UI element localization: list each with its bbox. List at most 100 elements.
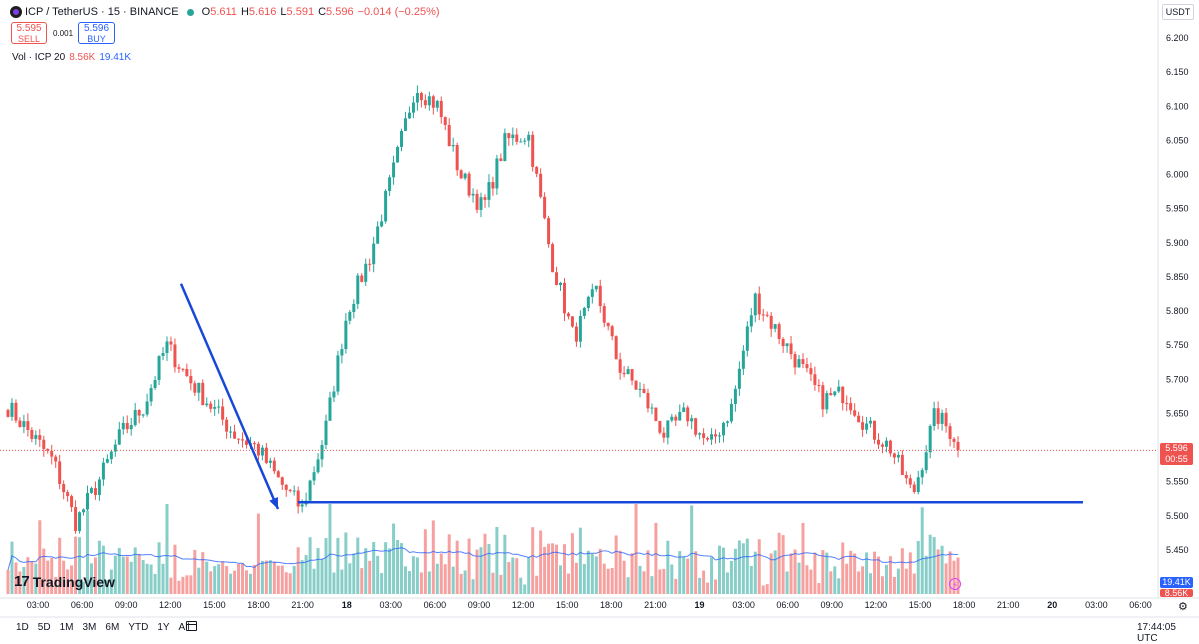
x-tick-label: 21:00	[644, 600, 667, 610]
volume-bar	[817, 583, 821, 594]
candle-body	[829, 393, 833, 396]
candle-body	[121, 422, 125, 430]
volume-bar	[388, 548, 392, 594]
range-button-all[interactable]: All	[178, 622, 190, 633]
candle-body	[666, 420, 670, 438]
y-tick-label: 5.800	[1166, 306, 1189, 316]
candle-body	[547, 218, 551, 245]
volume-bar	[62, 560, 66, 594]
candle-body	[555, 272, 559, 285]
volume-bar	[58, 537, 62, 594]
candle-body	[463, 173, 467, 179]
y-tick-label: 6.100	[1166, 101, 1189, 111]
volume-bar	[356, 537, 360, 594]
calendar-icon[interactable]	[186, 621, 197, 631]
ohlc-high: H5.616	[240, 6, 277, 18]
candle-body	[109, 451, 113, 460]
candle-body	[932, 408, 936, 427]
x-axis: 03:00 06:00 09:00 12:00 15:00 18:00 21:00 18 03:…	[27, 600, 1152, 610]
volume-bar	[574, 562, 578, 594]
range-button-1m[interactable]: 1M	[59, 622, 74, 633]
volume-bar	[133, 547, 137, 594]
volume-bar	[877, 556, 881, 594]
candle-body	[427, 96, 431, 106]
range-button-5d[interactable]: 5D	[37, 622, 51, 633]
candle-body	[396, 146, 400, 163]
volume-bar	[499, 574, 503, 594]
candle-body	[455, 144, 459, 171]
candle-body	[105, 459, 109, 463]
volume-legend[interactable]: Vol · ICP 20 8.56K 19.41K	[12, 52, 131, 63]
candle-body	[272, 460, 276, 472]
candle-body	[153, 379, 157, 389]
candle-body	[117, 429, 121, 445]
volume-bar	[702, 570, 706, 594]
volume-bar	[411, 556, 415, 594]
buy-label: BUY	[87, 34, 106, 44]
volume-bar	[670, 564, 674, 594]
candle-body	[507, 133, 511, 139]
candle-body	[18, 420, 22, 427]
volume-bar	[531, 527, 535, 594]
volume-bar	[276, 565, 280, 594]
candle-body	[670, 416, 674, 421]
volume-bar	[932, 537, 936, 594]
candle-body	[125, 422, 129, 430]
volume-bar	[419, 572, 423, 594]
utc-clock[interactable]: 17:44:05 UTC	[1137, 622, 1176, 644]
candle-body	[66, 492, 70, 497]
volume-bar	[225, 566, 229, 594]
volume-bar	[873, 551, 877, 594]
currency-selector[interactable]: USDT	[1162, 4, 1194, 20]
volume-bar	[602, 563, 606, 594]
bottom-toolbar: 1D 5D 1M 3M 6M YTD 1Y All 17:44:05 UTC	[0, 620, 1199, 644]
x-tick-label: 19	[694, 600, 704, 610]
candle-body	[781, 338, 785, 347]
candle-body	[785, 343, 789, 347]
candle-body	[586, 296, 590, 308]
candle-body	[714, 434, 718, 437]
lightning-icon[interactable]: ⚡	[949, 578, 961, 590]
x-tick-label: 06:00	[71, 600, 94, 610]
volume-ma-line	[7, 547, 959, 571]
volume-bar	[14, 562, 18, 594]
candle-body	[880, 444, 884, 447]
x-tick-label: 18:00	[953, 600, 976, 610]
volume-bar	[173, 544, 177, 594]
volume-bar	[777, 532, 781, 594]
market-open-icon	[186, 8, 194, 16]
range-button-6m[interactable]: 6M	[105, 622, 120, 633]
volume-bar	[201, 552, 205, 594]
volume-bar	[229, 573, 233, 594]
brand-name: TradingView	[32, 573, 115, 590]
candle-body	[769, 315, 773, 329]
tradingview-logo[interactable]: 17 TradingView	[14, 573, 115, 590]
symbol-title[interactable]: ICP / TetherUS · 15 · BINANCE	[25, 6, 179, 18]
ohlc-open: O5.611	[201, 6, 237, 18]
candle-body	[26, 421, 30, 430]
volume-bar	[853, 553, 857, 594]
range-button-3m[interactable]: 3M	[82, 622, 97, 633]
range-button-1d[interactable]: 1D	[16, 622, 29, 633]
volume-bar	[626, 577, 630, 594]
range-button-1y[interactable]: 1Y	[157, 622, 170, 633]
candle-body	[614, 336, 618, 360]
arrow-head	[269, 497, 278, 510]
sell-button[interactable]: 5.595 SELL	[11, 22, 47, 44]
buy-button[interactable]: 5.596 BUY	[78, 22, 115, 44]
volume-bar	[674, 578, 678, 594]
volume-bar	[813, 552, 817, 594]
range-button-ytd[interactable]: YTD	[128, 622, 149, 633]
volume-bar	[121, 556, 125, 594]
candle-body	[443, 117, 447, 125]
volume-bar	[718, 545, 722, 594]
volume-bar	[857, 571, 861, 594]
volume-bar	[93, 557, 97, 594]
settings-gear-icon[interactable]: ⚙	[1178, 601, 1188, 613]
candle-body	[268, 460, 272, 463]
candle-body	[487, 182, 491, 200]
candle-body	[173, 344, 177, 368]
volume-bar	[34, 563, 38, 594]
volume-bar	[209, 571, 213, 594]
